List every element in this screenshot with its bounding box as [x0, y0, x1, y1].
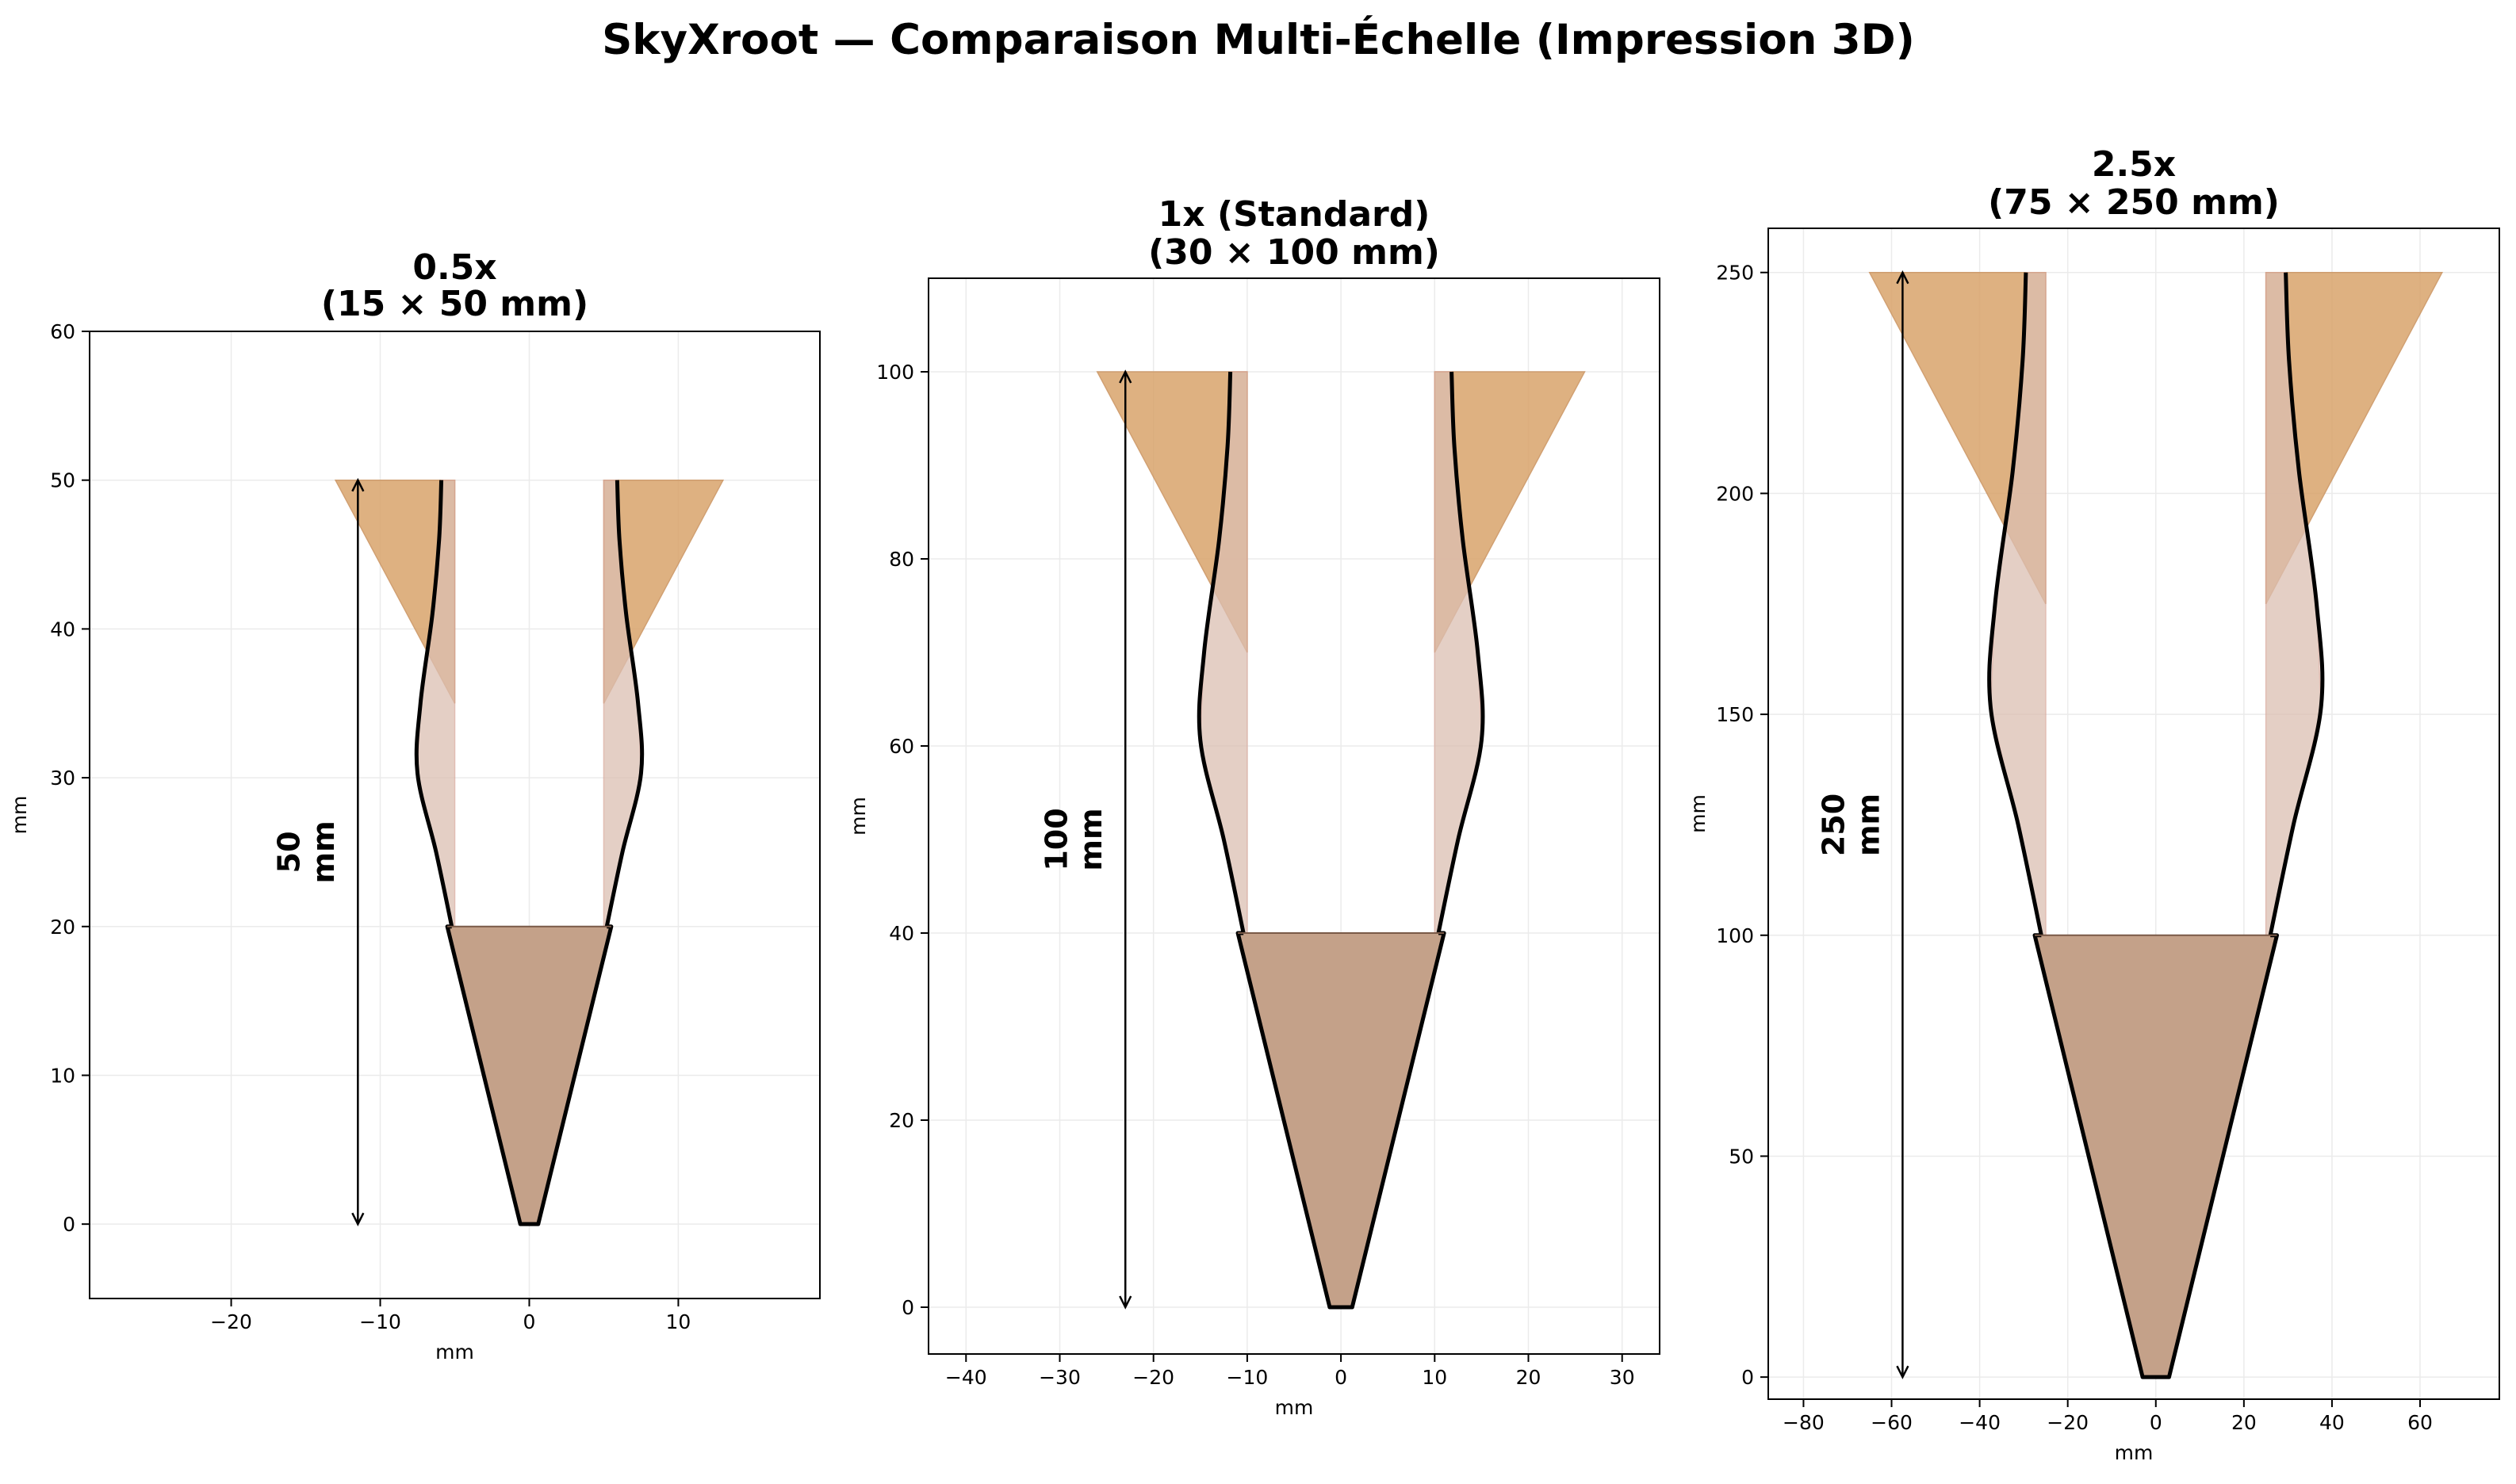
- y-tick-label: 150: [1716, 703, 1754, 726]
- y-tick-label: 80: [889, 548, 914, 571]
- dimension-label-unit: mm: [306, 820, 341, 883]
- panel-title-line1: 0.5x: [412, 247, 496, 288]
- y-tick-label: 50: [1729, 1145, 1754, 1168]
- dimension-label-value: 50: [272, 831, 307, 873]
- dimension-label: 250mm: [1817, 794, 1886, 856]
- panels: 0.5x(15 × 50 mm)50mm−20 −10 0 1001020304050…: [8, 144, 2500, 1464]
- axes-frame: [1767, 228, 2500, 1400]
- grid: [929, 278, 1660, 1354]
- x-tick-label: 20: [2231, 1411, 2257, 1434]
- panel-1: 0.5x(15 × 50 mm)50mm−20 −10 0 1001020304050…: [8, 247, 821, 1364]
- ticks: −20 −10 0 10 0 10 20 30 40 50 60: [50, 320, 691, 1333]
- x-tick-label: 60: [2407, 1411, 2433, 1434]
- x-axis-label: mm: [2115, 1441, 2154, 1464]
- outline-left: [1197, 371, 1246, 934]
- x-tick-label: −20: [1132, 1366, 1174, 1389]
- y-tick-label: 20: [50, 916, 75, 939]
- dimension-label-value: 100: [1039, 808, 1074, 870]
- panel-title-line2: (30 × 100 mm): [1148, 232, 1440, 273]
- y-axis-label: mm: [847, 797, 870, 836]
- x-tick-label: −20: [210, 1310, 252, 1333]
- arrowhead-top: [1896, 270, 1909, 285]
- x-tick-label: 0: [1335, 1366, 1347, 1389]
- x-tick-label: 0: [523, 1310, 536, 1333]
- x-axis-label: mm: [1275, 1396, 1314, 1419]
- x-axis-label: mm: [435, 1341, 474, 1364]
- body-fill: [447, 926, 611, 1225]
- y-axis-label: mm: [1687, 794, 1710, 833]
- arrowhead-bottom: [351, 1212, 365, 1226]
- y-tick-label: 0: [902, 1296, 914, 1319]
- diagram-shapes: [334, 479, 725, 1226]
- panel-2: 1x (Standard)(30 × 100 mm)100mm−40 −30 −20…: [847, 194, 1660, 1419]
- y-tick-label: 50: [50, 469, 75, 492]
- y-tick-label: 100: [1716, 924, 1754, 947]
- x-tick-label: −10: [359, 1310, 401, 1333]
- outline-right: [604, 480, 645, 928]
- y-axis-label: mm: [8, 796, 31, 835]
- x-tick-label: −40: [1959, 1411, 2001, 1434]
- dimension-label: 50mm: [272, 820, 342, 883]
- arrowhead-bottom: [1896, 1365, 1909, 1379]
- x-tick-label: −20: [2047, 1411, 2089, 1434]
- y-tick-label: 250: [1716, 262, 1754, 285]
- x-tick-label: 10: [666, 1310, 691, 1333]
- panel-title-line2: (75 × 250 mm): [1988, 182, 2280, 223]
- x-tick-label: −80: [1783, 1411, 1825, 1434]
- dimension-label-value: 250: [1817, 794, 1852, 856]
- panel-title-line2: (15 × 50 mm): [321, 284, 588, 324]
- x-tick-label: −40: [945, 1366, 987, 1389]
- y-tick-label: 20: [889, 1109, 914, 1132]
- x-tick-label: 20: [1516, 1366, 1541, 1389]
- panel-3: 2.5x(75 × 250 mm)250mm−80 −60 −40 −20 0 20 40 6…: [1687, 144, 2500, 1464]
- arrowhead-bottom: [1119, 1295, 1132, 1310]
- y-tick-label: 60: [50, 320, 75, 343]
- y-tick-label: 100: [876, 361, 914, 384]
- outline-left: [1987, 272, 2043, 936]
- dimension-label: 100mm: [1039, 808, 1109, 870]
- y-tick-label: 0: [1741, 1366, 1754, 1389]
- y-tick-label: 40: [50, 618, 75, 641]
- x-tick-label: −10: [1227, 1366, 1269, 1389]
- panel-title-line1: 1x (Standard): [1158, 194, 1430, 235]
- y-tick-label: 0: [63, 1213, 75, 1236]
- dimension-label-unit: mm: [1851, 794, 1886, 856]
- y-tick-label: 10: [50, 1064, 75, 1087]
- outline-left: [414, 480, 454, 928]
- outline-right: [1436, 371, 1485, 934]
- axes-frame: [89, 331, 821, 1299]
- x-tick-label: 0: [2150, 1411, 2162, 1434]
- arrowhead-top: [1119, 369, 1132, 384]
- body-fill: [2035, 935, 2277, 1378]
- x-tick-label: −60: [1871, 1411, 1913, 1434]
- axes-frame: [928, 277, 1660, 1355]
- ticks: −80 −60 −40 −20 0 20 40 60 0 50 100 150 200 250: [1716, 262, 2433, 1434]
- diagram-shapes: [1868, 271, 2444, 1379]
- x-tick-label: 30: [1610, 1366, 1635, 1389]
- y-tick-label: 200: [1716, 482, 1754, 505]
- x-tick-label: 40: [2319, 1411, 2345, 1434]
- y-tick-label: 40: [889, 922, 914, 945]
- outline-right: [2268, 272, 2325, 936]
- y-tick-label: 60: [889, 735, 914, 758]
- x-tick-label: −30: [1039, 1366, 1081, 1389]
- dimension-label-unit: mm: [1074, 808, 1109, 870]
- y-tick-label: 30: [50, 767, 75, 790]
- diagram-shapes: [1096, 371, 1586, 1310]
- body-fill: [1238, 933, 1445, 1307]
- arrowhead-top: [351, 477, 365, 492]
- figure-title: SkyXroot — Comparaison Multi-Échelle (Im…: [602, 14, 1915, 64]
- x-tick-label: 10: [1422, 1366, 1447, 1389]
- panel-title-line1: 2.5x: [2092, 144, 2176, 185]
- ticks: −40 −30 −20 −10 0 10 20 30 0 20 40 60 80 100: [876, 361, 1634, 1389]
